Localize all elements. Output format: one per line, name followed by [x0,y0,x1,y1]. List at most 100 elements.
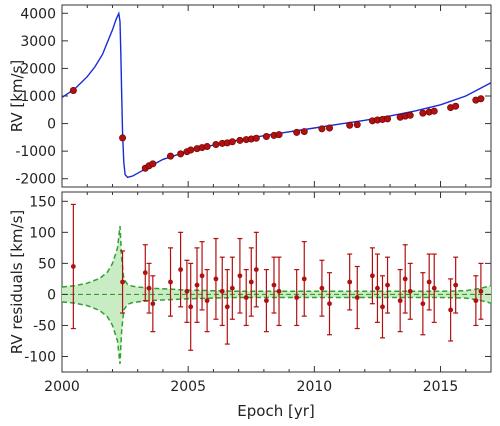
rv-data-point [167,152,175,160]
residual-data-point [188,304,194,310]
residual-data-point [453,282,459,288]
residual-data-point [448,307,454,313]
residuals-y-tick-label: 50 [38,256,56,272]
residual-data-point [478,288,484,294]
residual-data-point [248,279,254,285]
rv-data-point [346,121,354,129]
rv-data-point [236,136,244,144]
rv-data-point [69,86,77,94]
residuals-x-tick-label: 2000 [44,379,80,395]
residuals-panel: -100 -50 0 50 100 150 2000 2005 2010 2015 RV res… [8,191,492,420]
rv-data-point [187,146,195,154]
residuals-x-tick-label: 2015 [423,379,459,395]
residual-data-point [70,264,76,269]
residuals-band-lower [61,296,492,364]
rv-data-point [293,128,301,136]
rv-y-tick-label: 2000 [20,61,56,77]
residual-data-point [204,298,210,304]
residuals-panel-frame [61,191,492,373]
residual-data-point [253,267,259,272]
residual-data-point [276,288,282,294]
rv-data-point [228,138,236,146]
rv-data-point [275,131,283,139]
residual-data-point [146,285,152,291]
residual-data-point [142,270,148,276]
rv-data-point [203,142,211,150]
residual-data-point [369,273,375,279]
rv-y-tick-label: -2000 [15,172,56,188]
residual-data-point [397,298,403,304]
residual-data-point [199,273,205,279]
residual-data-point [150,301,156,307]
residuals-y-tick-label: -100 [24,349,56,365]
residual-data-point [380,304,385,310]
residual-data-point [407,288,413,294]
residual-data-point [168,279,173,285]
rv-data-point [149,160,157,168]
rv-panel: -2000 -1000 0 1000 2000 3000 4000 RV [km/s] [8,4,492,188]
residual-data-point [431,285,437,291]
rv-panel-frame [61,4,492,188]
rv-y-tick-label: 1000 [20,89,56,105]
residual-data-point [294,295,300,300]
rv-y-axis-label: RV [km/s] [8,60,26,133]
residual-data-point [473,298,479,304]
residual-data-point [213,276,219,282]
rv-data-point [212,141,220,149]
residual-data-point [347,279,353,285]
residual-data-point [120,279,125,285]
residual-data-point [219,288,225,294]
rv-data-point [477,95,485,103]
residual-data-point [184,288,190,294]
rv-model-curve [61,11,492,179]
residual-data-point [237,273,243,279]
residual-data-point [420,301,426,307]
rv-data-point [452,102,460,110]
rv-y-tick-label: 0 [47,117,56,133]
residuals-x-ticks: 2000 2005 2010 2015 [44,192,492,395]
residuals-y-tick-label: -50 [33,318,56,334]
residual-data-point [375,285,380,291]
residual-data-point [243,295,249,300]
residual-data-point [271,282,277,288]
rv-data-point [430,107,438,115]
rv-y-ticks: -2000 -1000 0 1000 2000 3000 4000 [15,6,491,188]
rv-y-tick-label: -1000 [15,144,56,160]
residual-data-point [385,282,390,288]
rv-model-line [61,11,492,179]
residuals-x-tick-label: 2010 [297,379,333,395]
residuals-x-tick-label: 2005 [170,379,206,395]
residuals-y-tick-label: 0 [47,287,56,303]
rv-x-ticks [61,5,492,187]
rv-data-point [119,134,127,142]
rv-data-point [325,124,333,132]
residual-data-point [426,279,432,285]
residual-data-point [327,301,332,307]
rv-data-point [300,128,308,136]
rv-data-point [252,134,260,142]
x-axis-label: Epoch [yr] [237,402,314,420]
residuals-y-ticks: -100 -50 0 50 100 150 [24,194,491,365]
residual-data-point [301,276,307,282]
residual-data-point [194,282,200,288]
residual-data-point [178,267,184,272]
residuals-y-tick-label: 100 [29,225,56,241]
residuals-data-points [70,203,484,351]
residuals-uncertainty-band [61,226,492,364]
rv-data-points [69,86,485,172]
rv-data-point [384,115,392,123]
residuals-y-tick-label: 150 [29,194,56,210]
rv-data-point [262,133,270,141]
residual-data-point [319,285,325,291]
residual-data-point [354,295,360,300]
residual-data-point [224,304,230,310]
residuals-band-upper [61,226,492,293]
residual-data-point [264,298,269,304]
rv-data-point [419,109,427,117]
rv-data-point [177,150,185,158]
residual-data-point [229,285,235,291]
rv-y-tick-label: 4000 [20,6,56,22]
residuals-y-axis-label: RV residuals [km/s] [8,210,26,355]
rv-data-point [318,125,326,133]
